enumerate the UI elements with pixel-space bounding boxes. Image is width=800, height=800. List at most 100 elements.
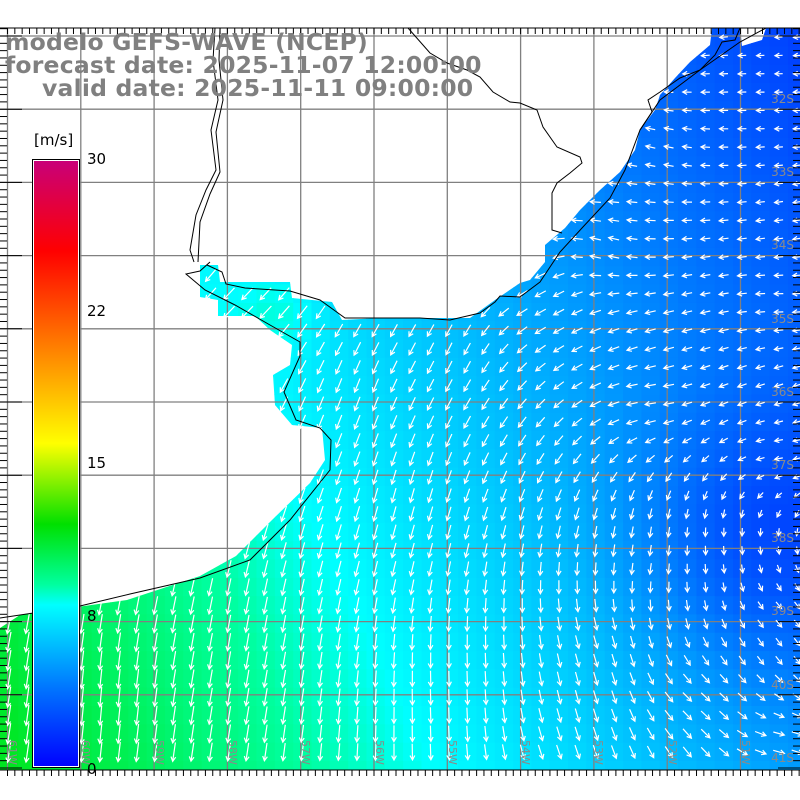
speed-cell [274, 431, 294, 450]
speed-cell [0, 449, 19, 469]
speed-cell [641, 761, 661, 770]
speed-cell [164, 174, 184, 194]
wind-arrow [78, 686, 85, 708]
wind-arrow [316, 542, 324, 560]
wind-arrow [482, 525, 489, 540]
wind-arrow [592, 507, 598, 521]
wind-arrow [553, 417, 564, 428]
wind-arrow [261, 578, 269, 597]
wind-arrow [573, 471, 581, 484]
wind-arrow [611, 617, 618, 631]
speed-cell [201, 449, 221, 469]
wind-arrow [736, 52, 747, 59]
wind-arrow [133, 632, 140, 653]
wind-arrow [717, 364, 729, 370]
wind-arrow [445, 506, 452, 522]
wind-arrow [592, 489, 599, 502]
wind-arrow [754, 235, 765, 242]
wind-arrow [537, 744, 545, 760]
wind-arrow [773, 107, 783, 114]
wind-arrow [680, 291, 693, 297]
wind-arrow [390, 561, 397, 578]
speed-cell [788, 742, 800, 762]
speed-cell [494, 266, 514, 286]
speed-cell [183, 101, 203, 121]
speed-cell [733, 761, 752, 770]
wind-arrow [280, 505, 288, 523]
wind-arrow [133, 669, 140, 690]
wind-arrow [225, 742, 232, 763]
wind-arrow [537, 489, 544, 503]
speed-cell [788, 669, 800, 689]
speed-cell [201, 431, 221, 450]
speed-cell [201, 486, 221, 505]
wind-arrow [699, 327, 711, 334]
wind-arrow [298, 688, 305, 707]
speed-cell [146, 156, 166, 176]
wind-arrow [316, 341, 325, 357]
wind-arrow [554, 435, 564, 446]
speed-cell [421, 284, 441, 304]
speed-cell [586, 64, 606, 84]
speed-cell [788, 706, 800, 725]
speed-cell [110, 357, 129, 377]
wind-arrow [684, 600, 691, 612]
wind-arrow [736, 162, 747, 169]
speed-cell [458, 284, 477, 304]
wind-arrow [588, 291, 602, 297]
wind-arrow [500, 452, 508, 466]
wind-arrow [592, 544, 599, 558]
speed-cell [0, 284, 19, 304]
wind-arrow [664, 728, 674, 740]
speed-cell [0, 761, 19, 770]
speed-cell [439, 101, 459, 121]
wind-arrow [97, 668, 104, 690]
speed-cell [91, 504, 111, 524]
wind-arrow [335, 706, 342, 725]
wind-arrow [371, 360, 380, 375]
wind-arrow [791, 749, 800, 756]
wind-arrow [665, 526, 672, 539]
wind-arrow [718, 437, 729, 444]
wind-arrow [644, 419, 656, 426]
wind-arrow [501, 634, 508, 651]
latitude-label: 34S [771, 238, 794, 253]
wind-arrow [608, 436, 620, 445]
speed-cell [238, 412, 258, 432]
speed-cell [0, 247, 19, 267]
wind-arrow [592, 726, 600, 742]
wind-arrow [464, 744, 471, 761]
wind-arrow [371, 378, 380, 394]
wind-arrow [390, 342, 398, 357]
wind-arrow [610, 580, 617, 595]
speed-cell [146, 522, 166, 542]
speed-cell [0, 357, 19, 377]
speed-cell [219, 486, 239, 505]
wind-arrow [463, 324, 472, 337]
wind-arrow [754, 217, 765, 224]
wind-arrow [23, 650, 30, 672]
speed-cell [311, 138, 331, 157]
wind-arrow [775, 619, 783, 628]
speed-cell [458, 174, 477, 194]
wind-arrow [353, 560, 360, 578]
wind-arrow [207, 706, 213, 726]
wind-arrow [683, 472, 691, 482]
wind-arrow [593, 671, 600, 687]
latitude-label: 40S [771, 677, 794, 692]
wind-arrow [736, 89, 747, 96]
speed-cell [329, 101, 349, 121]
wind-arrow [464, 634, 471, 651]
wind-arrow [574, 543, 580, 558]
speed-cell [128, 357, 148, 377]
wind-arrow [592, 598, 599, 613]
wind-arrow [625, 327, 638, 334]
wind-arrow [754, 272, 766, 279]
speed-cell [128, 229, 148, 249]
speed-cell [110, 412, 129, 432]
speed-cell [274, 761, 294, 770]
speed-cell [293, 174, 313, 194]
latitude-label: 39S [771, 604, 794, 619]
speed-cell [128, 266, 148, 286]
